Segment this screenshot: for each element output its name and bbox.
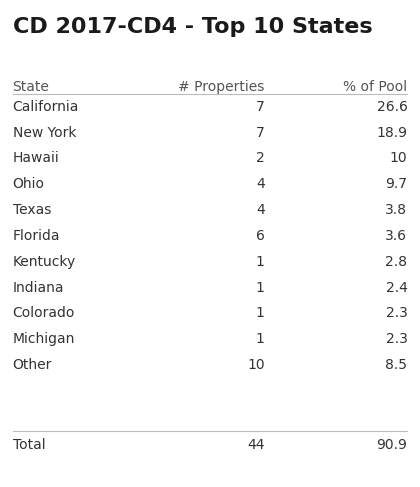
Text: 7: 7 [256, 100, 265, 114]
Text: 1: 1 [256, 332, 265, 346]
Text: 2: 2 [256, 151, 265, 166]
Text: 90.9: 90.9 [376, 438, 407, 452]
Text: 1: 1 [256, 306, 265, 320]
Text: New York: New York [13, 126, 76, 140]
Text: Texas: Texas [13, 203, 51, 217]
Text: 2.4: 2.4 [386, 281, 407, 295]
Text: 2.8: 2.8 [386, 255, 407, 269]
Text: 6: 6 [256, 229, 265, 243]
Text: 10: 10 [390, 151, 407, 166]
Text: 26.6: 26.6 [376, 100, 407, 114]
Text: Colorado: Colorado [13, 306, 75, 320]
Text: 4: 4 [256, 177, 265, 191]
Text: 1: 1 [256, 255, 265, 269]
Text: 10: 10 [247, 358, 265, 372]
Text: 2.3: 2.3 [386, 332, 407, 346]
Text: % of Pool: % of Pool [343, 80, 407, 94]
Text: Hawaii: Hawaii [13, 151, 59, 166]
Text: 3.8: 3.8 [386, 203, 407, 217]
Text: State: State [13, 80, 50, 94]
Text: Ohio: Ohio [13, 177, 45, 191]
Text: Kentucky: Kentucky [13, 255, 76, 269]
Text: Michigan: Michigan [13, 332, 75, 346]
Text: Total: Total [13, 438, 45, 452]
Text: 44: 44 [247, 438, 265, 452]
Text: Indiana: Indiana [13, 281, 64, 295]
Text: 3.6: 3.6 [386, 229, 407, 243]
Text: California: California [13, 100, 79, 114]
Text: 8.5: 8.5 [386, 358, 407, 372]
Text: 2.3: 2.3 [386, 306, 407, 320]
Text: 18.9: 18.9 [376, 126, 407, 140]
Text: 4: 4 [256, 203, 265, 217]
Text: 9.7: 9.7 [386, 177, 407, 191]
Text: Florida: Florida [13, 229, 60, 243]
Text: 1: 1 [256, 281, 265, 295]
Text: 7: 7 [256, 126, 265, 140]
Text: # Properties: # Properties [178, 80, 265, 94]
Text: CD 2017-CD4 - Top 10 States: CD 2017-CD4 - Top 10 States [13, 17, 372, 37]
Text: Other: Other [13, 358, 52, 372]
